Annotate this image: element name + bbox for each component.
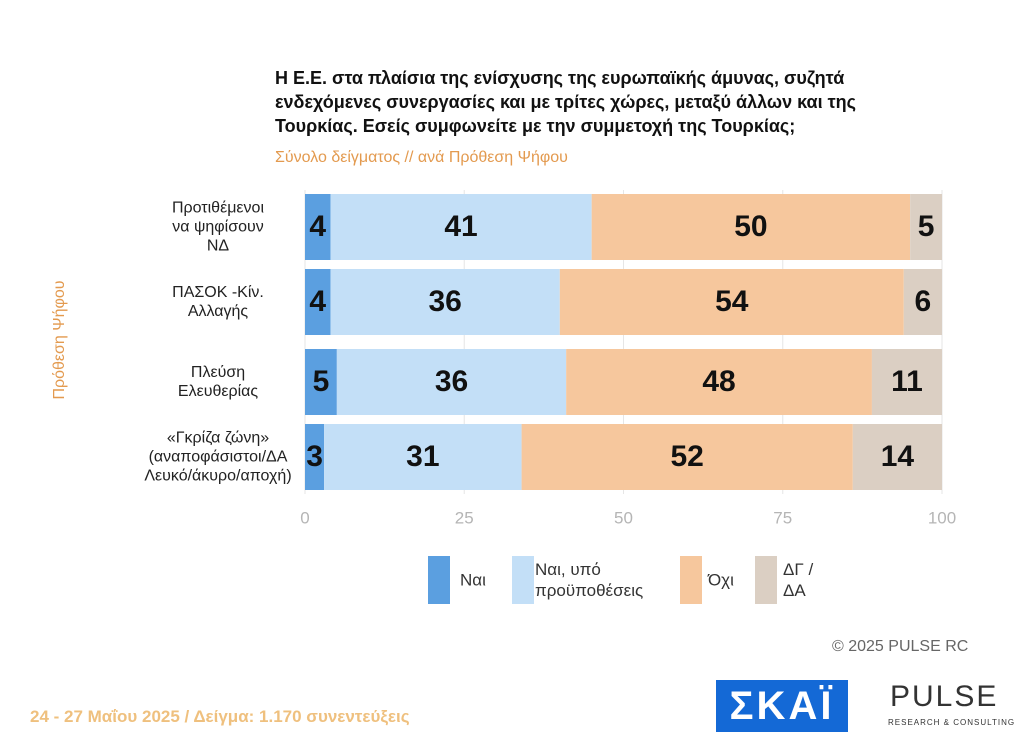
x-tick-label: 50	[614, 508, 633, 527]
legend-label: Ναι, υπό προϋποθέσεις	[535, 560, 644, 600]
bar-segment	[305, 424, 325, 490]
bar-segment	[305, 349, 337, 415]
bar-segment	[871, 349, 942, 415]
bar-segment	[852, 424, 942, 490]
value-label: 36	[435, 365, 468, 398]
chart-title: Η Ε.Ε. στα πλαίσια της ενίσχυσης της ευρ…	[275, 68, 856, 136]
legend-label: Όχι	[708, 570, 734, 590]
chart-subtitle: Σύνολο δείγματος // ανά Πρόθεση Ψήφου	[275, 149, 568, 166]
x-tick-label: 0	[300, 508, 309, 527]
bar-segment	[305, 269, 331, 335]
category-label: «Γκρίζα ζώνη» (αναποφάσιστοι/ΔΑ Λευκό/άκ…	[144, 429, 292, 485]
value-label: 4	[309, 285, 326, 318]
legend-swatch	[680, 556, 702, 604]
category-label: ΠΑΣΟΚ -Κίν. Αλλαγής	[172, 284, 264, 320]
value-label: 5	[918, 210, 935, 243]
bar-segment	[521, 424, 853, 490]
bar-segment	[324, 424, 522, 490]
legend-swatch	[512, 556, 534, 604]
pulse-logo: PULSE	[890, 680, 999, 713]
value-label: 11	[891, 365, 923, 398]
bar-segment	[305, 194, 331, 260]
x-tick-label: 100	[928, 508, 956, 527]
bar-segment	[330, 194, 592, 260]
legend-label: Ναι	[460, 570, 486, 590]
value-label: 41	[444, 210, 477, 243]
category-label: Πλεύση Ελευθερίας	[177, 364, 259, 400]
value-label: 54	[715, 285, 749, 318]
x-tick-label: 25	[455, 508, 474, 527]
bar-segment	[903, 269, 942, 335]
copyright: © 2025 PULSE RC	[832, 638, 969, 655]
value-label: 14	[881, 440, 915, 473]
value-label: 48	[702, 365, 735, 398]
bar-segment	[330, 269, 560, 335]
bar-segment	[910, 194, 942, 260]
value-label: 50	[734, 210, 767, 243]
bar-segment	[336, 349, 567, 415]
skai-logo: ΣΚΑΪ	[716, 680, 848, 732]
bar-segment	[566, 349, 872, 415]
bar-segment	[591, 194, 911, 260]
value-label: 6	[915, 285, 932, 318]
value-label: 3	[306, 440, 323, 473]
bar-segment	[559, 269, 904, 335]
x-tick-label: 75	[773, 508, 792, 527]
footer-note: 24 - 27 Μαΐου 2025 / Δείγμα: 1.170 συνεν…	[30, 707, 410, 726]
category-label: Προτιθέμενοι να ψηφίσουν ΝΔ	[171, 199, 265, 255]
legend-swatch	[755, 556, 777, 604]
value-label: 5	[313, 365, 330, 398]
value-label: 4	[309, 210, 326, 243]
value-label: 36	[428, 285, 461, 318]
value-label: 52	[671, 440, 704, 473]
pulse-logo-sub: RESEARCH & CONSULTING	[888, 718, 1016, 727]
value-label: 31	[406, 440, 439, 473]
legend-label: ΔΓ / ΔΑ	[783, 560, 814, 600]
legend-swatch	[428, 556, 450, 604]
